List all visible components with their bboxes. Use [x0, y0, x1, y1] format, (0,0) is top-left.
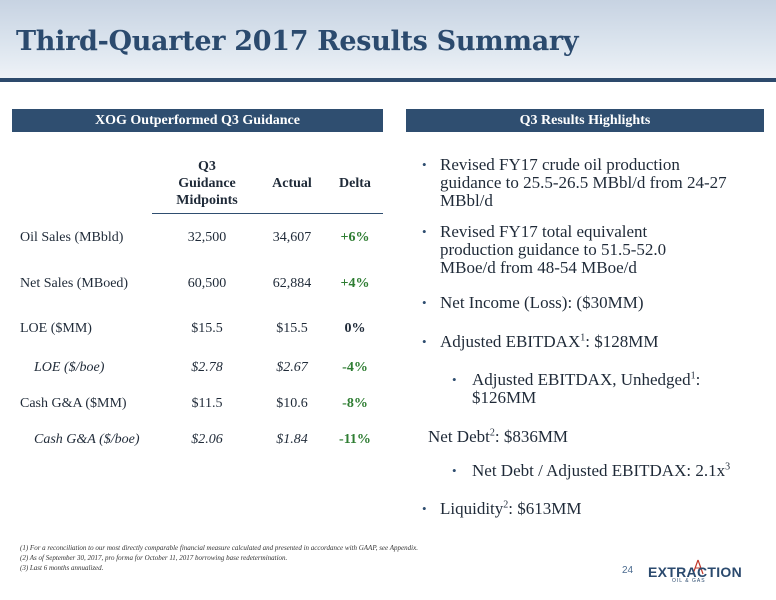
row-label: Net Sales (MBoed) [20, 276, 129, 291]
logo-derrick-icon [692, 559, 704, 575]
table-row: Oil Sales (MBbld) 32,500 34,607 +6% [12, 228, 383, 248]
guidance-value: $15.5 [191, 321, 223, 336]
delta-value: -11% [339, 432, 371, 447]
table-row: Cash G&A ($MM) $11.5 $10.6 -8% [12, 394, 383, 414]
guidance-value: $2.06 [191, 432, 223, 447]
page-title: Third-Quarter 2017 Results Summary [16, 26, 579, 57]
bullet-icon: • [422, 501, 427, 516]
guidance-value: 32,500 [187, 230, 227, 245]
right-section-header: Q3 Results Highlights [406, 109, 764, 132]
delta-value: +6% [340, 230, 370, 245]
table-row: LOE ($/boe) $2.78 $2.67 -4% [12, 358, 383, 378]
delta-value: +4% [340, 276, 370, 291]
bullet-icon: • [422, 334, 427, 349]
guidance-value: 60,500 [187, 276, 227, 291]
delta-value: -4% [342, 360, 368, 375]
footnote: (1) For a reconciliation to our most dir… [20, 544, 418, 552]
footnote: (2) As of September 30, 2017, pro forma … [20, 554, 288, 562]
row-label: Cash G&A ($MM) [20, 396, 127, 411]
header-band [0, 0, 776, 78]
logo-text: EXTRACTION [648, 564, 742, 580]
footnotes: (1) For a reconciliation to our most dir… [20, 543, 580, 573]
highlight-net-debt: Net Debt2: $836MM [428, 427, 569, 446]
actual-value: $2.67 [276, 360, 308, 375]
actual-value: $10.6 [276, 396, 308, 411]
company-logo: EXTRACTION OIL & GAS [648, 558, 748, 590]
header-delta: Delta [339, 176, 371, 191]
row-label: Oil Sales (MBbld) [20, 230, 124, 245]
table-row: Net Sales (MBoed) 60,500 62,884 +4% [12, 274, 383, 294]
footnote: (3) Last 6 months annualized. [20, 564, 104, 572]
delta-value: 0% [344, 321, 366, 336]
row-label: Cash G&A ($/boe) [34, 432, 140, 447]
actual-value: $15.5 [276, 321, 308, 336]
bullet-icon: • [452, 372, 457, 387]
header-guidance: Q3 Guidance Midpoints [176, 159, 238, 208]
header-rule [0, 78, 776, 82]
logo-subtext: OIL & GAS [672, 578, 706, 584]
bullet-icon: • [422, 157, 427, 172]
page-number: 24 [622, 565, 634, 576]
bullet-icon: • [452, 463, 457, 478]
actual-value: $1.84 [276, 432, 308, 447]
bullet-icon: • [422, 295, 427, 310]
header-actual: Actual [272, 176, 312, 191]
table-row: Cash G&A ($/boe) $2.06 $1.84 -11% [12, 430, 383, 450]
delta-value: -8% [342, 396, 368, 411]
actual-value: 34,607 [272, 230, 312, 245]
guidance-value: $2.78 [191, 360, 223, 375]
guidance-value: $11.5 [191, 396, 223, 411]
row-label: LOE ($MM) [20, 321, 92, 336]
actual-value: 62,884 [272, 276, 312, 291]
header-rule-line [152, 213, 383, 214]
bullet-icon: • [422, 224, 427, 239]
table-row: LOE ($MM) $15.5 $15.5 0% [12, 319, 383, 339]
row-label: LOE ($/boe) [34, 360, 105, 375]
left-section-header: XOG Outperformed Q3 Guidance [12, 109, 383, 132]
